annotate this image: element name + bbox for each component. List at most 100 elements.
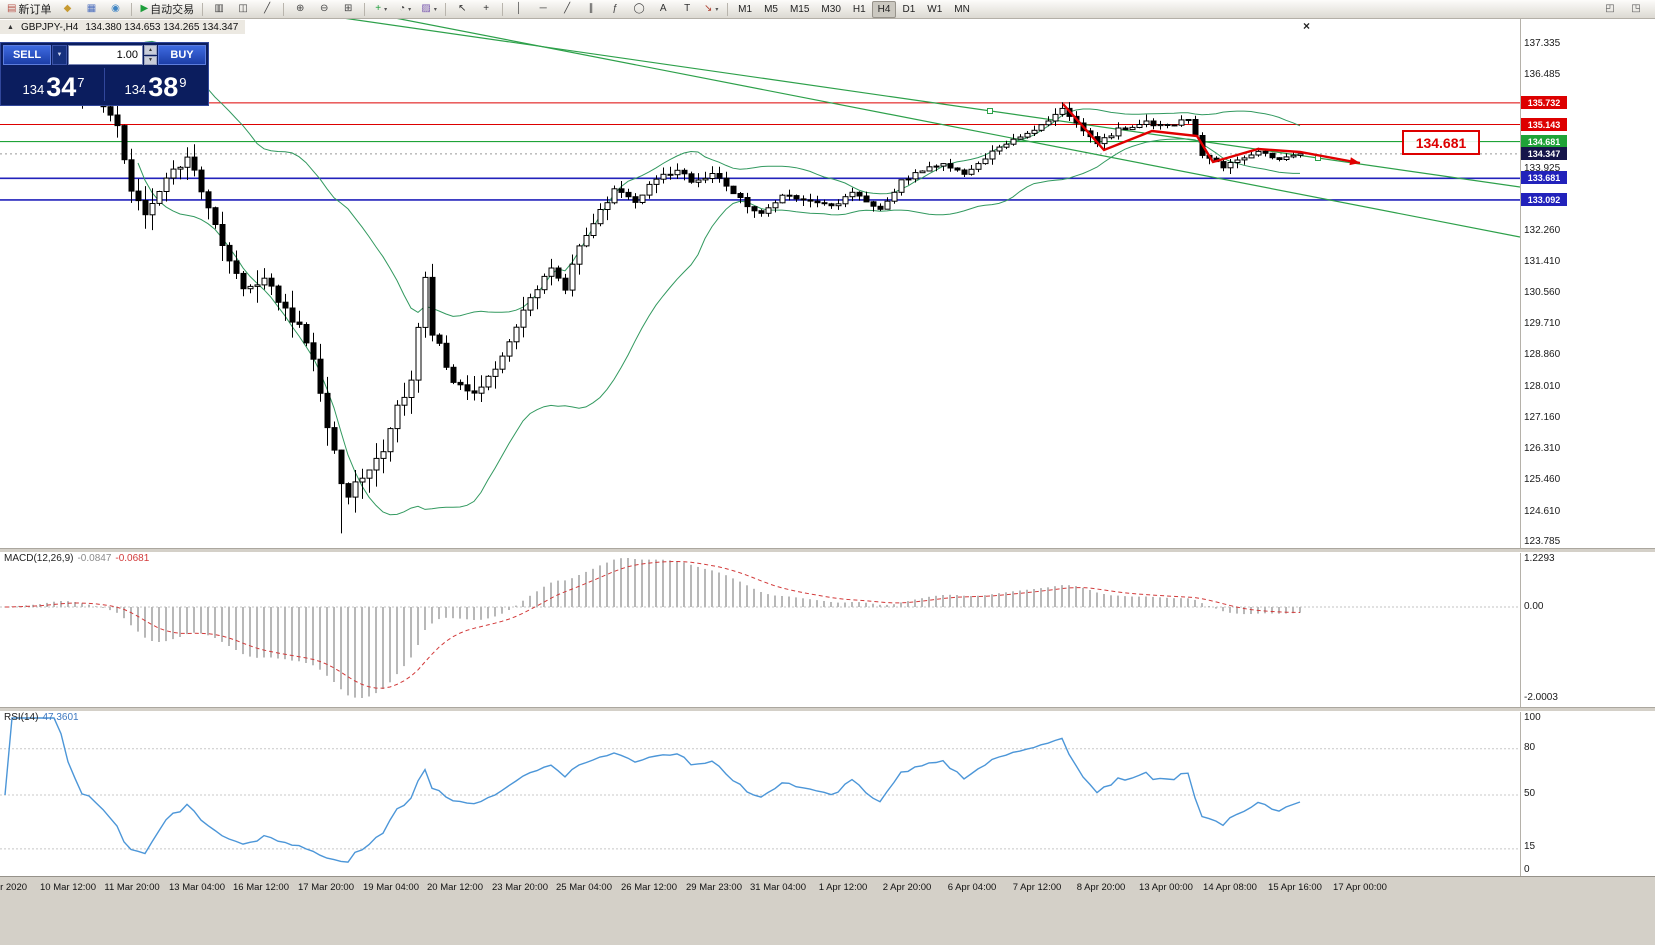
time-axis-label: 25 Mar 04:00 [556,882,612,893]
price-annotation-label[interactable]: 134.681 [1402,130,1480,155]
tile-vertical-button[interactable]: ◳ [1624,0,1648,18]
chart-close-button[interactable]: × [1303,19,1311,33]
trendline-button[interactable]: ╱ [555,0,579,18]
play-icon: ▶ [140,3,149,14]
candlestick-series [2,45,1304,534]
buy-button[interactable]: BUY [158,45,206,65]
time-axis-label: 29 Mar 23:00 [686,882,742,893]
rsi-panel-canvas[interactable] [0,710,1520,875]
bar-chart-icon: ▥ [214,3,224,14]
crosshair-button[interactable]: + [474,0,498,18]
indicators-button[interactable]: + ▾ [369,0,393,18]
clock-icon: ◔ [399,3,406,14]
tile-windows-button[interactable]: ⊞ [336,0,360,18]
chevron-down-icon: ▾ [384,6,388,13]
vertical-line-button[interactable]: │ [507,0,531,18]
community-button[interactable]: ◉ [103,0,127,18]
spin-down-icon[interactable]: ▼ [144,55,157,65]
ohlc-values: 134.380 134.653 134.265 134.347 [85,21,239,33]
cursor-button[interactable]: ↖ [450,0,474,18]
price-axis-label: 124.610 [1524,506,1561,517]
globe-icon: ◉ [111,3,120,14]
trendline-handle[interactable] [987,108,993,114]
time-axis-label: 17 Mar 20:00 [298,882,354,893]
timeframe-m5[interactable]: M5 [764,3,778,15]
time-axis-label: 16 Mar 12:00 [233,882,289,893]
add-indicator-icon: + [375,3,382,14]
sell-price[interactable]: 134 34 7 [3,66,104,103]
sell-price-pip: 7 [77,75,85,90]
channel-button[interactable]: ∥ [579,0,603,18]
label-icon: T [684,3,691,14]
autotrade-button[interactable]: ▶ 自动交易 [136,0,198,18]
horizontal-line-button[interactable]: ─ [531,0,555,18]
timeframe-m30[interactable]: M30 [821,3,841,15]
text-icon: A [659,3,667,14]
volume-spinner[interactable]: ▲ ▼ [144,45,157,65]
periods-button[interactable]: ◔ ▾ [393,0,417,18]
time-axis-label: 9 Mar 2020 [0,882,28,893]
panel-separator[interactable] [0,707,1655,712]
text-button[interactable]: A [651,0,675,18]
price-axis-label: 133.925 [1524,163,1561,174]
fibonacci-button[interactable]: ƒ [603,0,627,18]
rsi-axis-label: 0 [1524,864,1530,875]
time-axis[interactable]: 9 Mar 2020 10 Mar 12:00 11 Mar 20:00 13 Mar… [0,876,1655,945]
main-chart-canvas[interactable] [0,17,1520,548]
label-button[interactable]: T [675,0,699,18]
cascade-windows-button[interactable]: ◰ [1598,0,1622,18]
macd-axis-label: 1.2293 [1524,553,1555,564]
volume-dropdown-button[interactable]: ▼ [52,45,67,65]
buy-price[interactable]: 134 38 9 [105,66,206,103]
sell-button[interactable]: SELL [3,45,51,65]
charts-button[interactable]: ▦ [79,0,103,18]
macd-panel-canvas[interactable] [0,551,1520,707]
volume-input[interactable]: 1.00 [68,45,143,65]
chevron-down-icon: ▾ [715,6,719,13]
collapse-icon[interactable]: ▲ [7,23,14,31]
time-axis-label: 2 Apr 20:00 [882,882,932,893]
price-axis-label: 127.160 [1524,412,1561,423]
crosshair-icon: + [483,3,490,14]
ellipse-button[interactable]: ◯ [627,0,651,18]
wizard-button[interactable]: ◆ [55,0,79,18]
macd-label: MACD(12,26,9) -0.0847 -0.0681 [4,553,150,564]
bar-chart-button[interactable]: ▥ [207,0,231,18]
price-axis-label: 137.335 [1524,38,1561,49]
price-axis-label: 131.410 [1524,256,1561,267]
trendline-icon: ╱ [564,3,571,14]
spin-up-icon[interactable]: ▲ [144,45,157,55]
time-axis-label: 11 Mar 20:00 [104,882,160,893]
timeframe-w1[interactable]: W1 [927,3,943,15]
timeframe-m1[interactable]: M1 [738,3,753,15]
zoom-out-button[interactable]: ⊖ [312,0,336,18]
timeframe-m15[interactable]: M15 [789,3,810,15]
price-tag: 133.092 [1521,193,1567,206]
candlestick-button[interactable]: ◫ [231,0,255,18]
timeframe-d1[interactable]: D1 [902,3,916,15]
price-tag: 133.681 [1521,171,1567,184]
timeframe-h1[interactable]: H1 [852,3,866,15]
new-order-button[interactable]: ▤ 新订单 [3,0,55,18]
chart-symbol-tab[interactable]: ▲ GBPJPY-,H4 134.380 134.653 134.265 134… [0,20,246,34]
macd-axis-label: -2.0003 [1524,692,1558,703]
ellipse-icon: ◯ [633,3,645,14]
trendline[interactable] [335,17,1520,188]
time-axis-label: 26 Mar 12:00 [621,882,677,893]
trendline[interactable] [389,17,1520,238]
new-order-button-label: 新订单 [18,4,52,16]
zoom-in-button[interactable]: ⊕ [288,0,312,18]
price-axis-label: 129.710 [1524,318,1561,329]
sell-price-big: 34 [46,72,77,102]
arrows-button[interactable]: ↘ ▾ [699,0,723,18]
macd-signal-line [4,560,1301,689]
macd-axis-label: 0.00 [1524,601,1544,612]
line-chart-button[interactable]: ╱ [255,0,279,18]
timeframe-mn[interactable]: MN [954,3,970,15]
timeframe-h4[interactable]: H4 [871,0,897,18]
price-divider [104,68,105,101]
price-axis-label: 128.860 [1524,349,1561,360]
templates-button[interactable]: ▨ ▾ [417,0,441,18]
panel-separator[interactable] [0,548,1655,553]
trend-arrow-annotation[interactable] [1062,103,1361,165]
